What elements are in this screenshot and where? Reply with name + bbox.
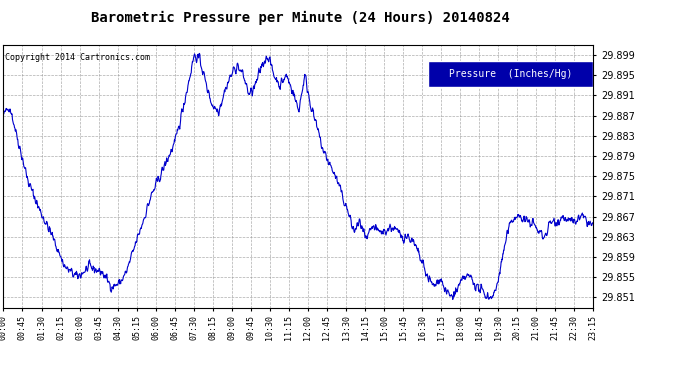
Text: Copyright 2014 Cartronics.com: Copyright 2014 Cartronics.com	[5, 53, 150, 62]
FancyBboxPatch shape	[428, 61, 593, 87]
Text: Pressure  (Inches/Hg): Pressure (Inches/Hg)	[449, 69, 573, 79]
Text: Barometric Pressure per Minute (24 Hours) 20140824: Barometric Pressure per Minute (24 Hours…	[91, 11, 509, 26]
